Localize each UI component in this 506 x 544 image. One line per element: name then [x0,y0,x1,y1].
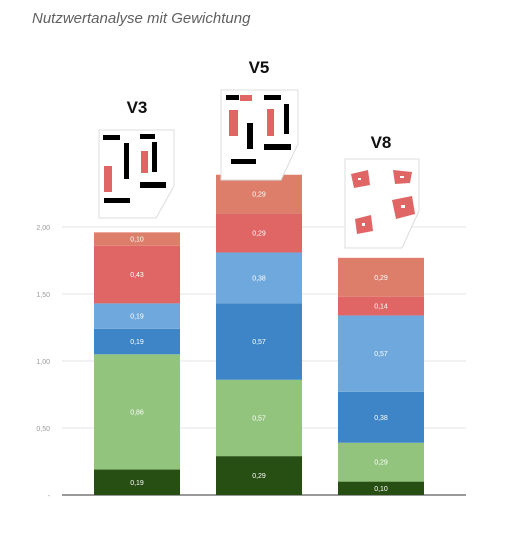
data-label: 0,57 [374,351,388,358]
data-label: 0,38 [252,275,266,282]
bar-segment-v8-5 [338,257,424,297]
data-label: 0,29 [252,192,266,199]
data-label: 0,10 [130,237,144,244]
data-label: 0,19 [130,339,144,346]
bar-segment-v5-0 [216,456,302,495]
category-label-v3: V3 [127,98,148,117]
data-label: 0,29 [374,275,388,282]
data-label: 0,19 [130,480,144,487]
bar-segment-v5-4 [216,213,302,253]
bars [94,174,424,495]
bar-segment-v5-3 [216,252,302,304]
y-tick-label: 1,50 [36,292,50,299]
bar-segment-v8-1 [338,442,424,482]
bar-segment-v3-2 [94,328,180,355]
v8-floorplan-icon [344,158,420,249]
category-label-v8: V8 [371,133,392,152]
bar-segment-v3-0 [94,469,180,495]
data-label: 0,57 [252,415,266,422]
v5-floorplan-icon [220,89,299,181]
data-label: 0,29 [374,460,388,467]
bar-segment-v5-1 [216,379,302,457]
data-label: 0,43 [130,272,144,279]
data-label: 0,10 [374,486,388,493]
chart-title: Nutzwertanalyse mit Gewichtung [32,10,251,27]
data-label: 0,29 [252,231,266,238]
value-labels: 0,19 0,86 0,19 0,19 0,43 0,10 0,29 0,57 0,57 0,38… [130,192,388,493]
data-label: 0,14 [374,304,388,311]
bar-segment-v3-3 [94,303,180,329]
bar-segment-v3-5 [94,232,180,246]
bar-segment-v8-3 [338,315,424,392]
data-label: 0,19 [130,314,144,321]
y-tick-label: 0,50 [36,426,50,433]
y-tick-label: 2,00 [36,225,50,232]
bar-segment-v5-5 [216,174,302,214]
bar-segment-v5-2 [216,303,302,380]
data-label: 0,38 [374,415,388,422]
data-label: 0,29 [252,473,266,480]
bar-segment-v8-2 [338,391,424,443]
bar-segment-v8-4 [338,296,424,316]
data-label: 0,86 [130,409,144,416]
v3-floorplan-icon [98,129,175,219]
category-label-v5: V5 [249,58,270,77]
y-tick-label: - [48,493,51,500]
bar-segment-v3-1 [94,354,180,470]
data-label: 0,57 [252,339,266,346]
bar-segment-v8-0 [338,481,424,495]
bar-segment-v3-4 [94,245,180,304]
y-tick-label: 1,00 [36,359,50,366]
